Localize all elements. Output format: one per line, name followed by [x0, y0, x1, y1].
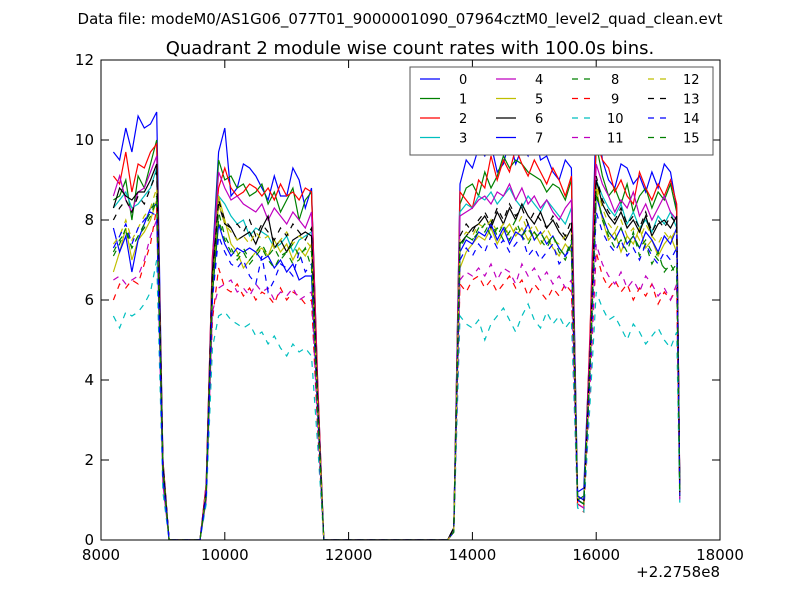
legend-label-0: 0: [459, 73, 467, 88]
legend-label-5: 5: [535, 93, 543, 108]
legend-label-4: 4: [535, 73, 543, 88]
legend-label-13: 13: [683, 93, 700, 108]
legend-label-3: 3: [459, 132, 467, 147]
legend-label-9: 9: [611, 93, 619, 108]
chart-suptitle: Data file: modeM0/AS1G06_077T01_90000010…: [78, 10, 723, 29]
legend-label-6: 6: [535, 112, 543, 127]
y-tick-label: 6: [84, 291, 94, 309]
y-tick-label: 10: [75, 131, 94, 149]
x-tick-label: 18000: [696, 546, 744, 564]
legend-label-7: 7: [535, 132, 543, 147]
legend-label-10: 10: [607, 112, 624, 127]
legend-box: [409, 66, 714, 156]
y-tick-label: 2: [84, 451, 94, 469]
legend-label-1: 1: [459, 93, 467, 108]
x-tick-label: 8000: [82, 546, 120, 564]
x-tick-label: 16000: [572, 546, 620, 564]
x-tick-label: 10000: [201, 546, 249, 564]
y-tick-label: 4: [84, 371, 94, 389]
legend-label-11: 11: [607, 132, 624, 147]
y-tick-label: 12: [75, 51, 94, 69]
x-tick-label: 14000: [449, 546, 497, 564]
legend-label-12: 12: [683, 73, 700, 88]
series-line-15: [112, 195, 681, 540]
series-line-7: [112, 195, 681, 540]
series-line-10: [112, 259, 681, 540]
x-tick-label: 12000: [325, 546, 373, 564]
legend-label-15: 15: [683, 132, 700, 147]
y-tick-label: 8: [84, 211, 94, 229]
series-lines: [112, 107, 681, 540]
legend-label-2: 2: [459, 112, 467, 127]
legend-label-14: 14: [683, 112, 700, 127]
y-tick-label: 0: [84, 531, 94, 549]
chart-title: Quadrant 2 module wise count rates with …: [166, 38, 655, 59]
series-line-12: [112, 183, 681, 540]
legend-label-8: 8: [611, 73, 619, 88]
x-offset-label: +2.2758e8: [636, 563, 720, 581]
series-line-11: [113, 219, 681, 540]
